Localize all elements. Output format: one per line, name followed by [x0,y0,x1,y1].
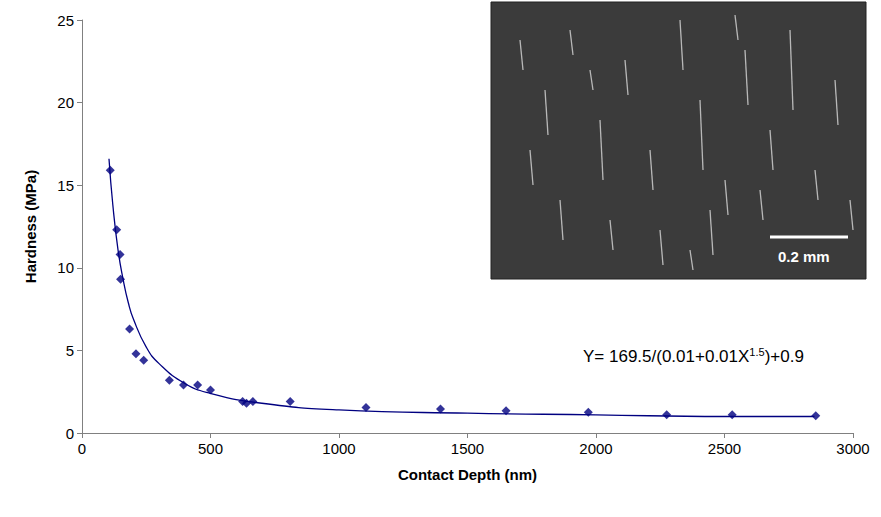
svg-text:0.2 mm: 0.2 mm [778,248,830,265]
svg-text:20: 20 [57,94,74,111]
svg-text:2500: 2500 [708,440,741,457]
svg-text:500: 500 [198,440,223,457]
svg-text:15: 15 [57,177,74,194]
svg-text:25: 25 [57,12,74,29]
svg-text:0: 0 [66,425,74,442]
svg-text:1.5: 1.5 [749,346,764,358]
svg-text:5: 5 [66,342,74,359]
svg-text:Y= 169.5/(0.01+0.01X: Y= 169.5/(0.01+0.01X [583,347,749,366]
svg-text:0: 0 [78,440,86,457]
svg-text:)+0.9: )+0.9 [765,347,804,366]
svg-text:Hardness (MPa): Hardness (MPa) [22,170,39,283]
svg-text:2000: 2000 [579,440,612,457]
svg-text:3000: 3000 [836,440,869,457]
svg-text:Contact Depth (nm): Contact Depth (nm) [398,466,537,483]
svg-text:1500: 1500 [451,440,484,457]
svg-text:1000: 1000 [322,440,355,457]
svg-text:10: 10 [57,259,74,276]
